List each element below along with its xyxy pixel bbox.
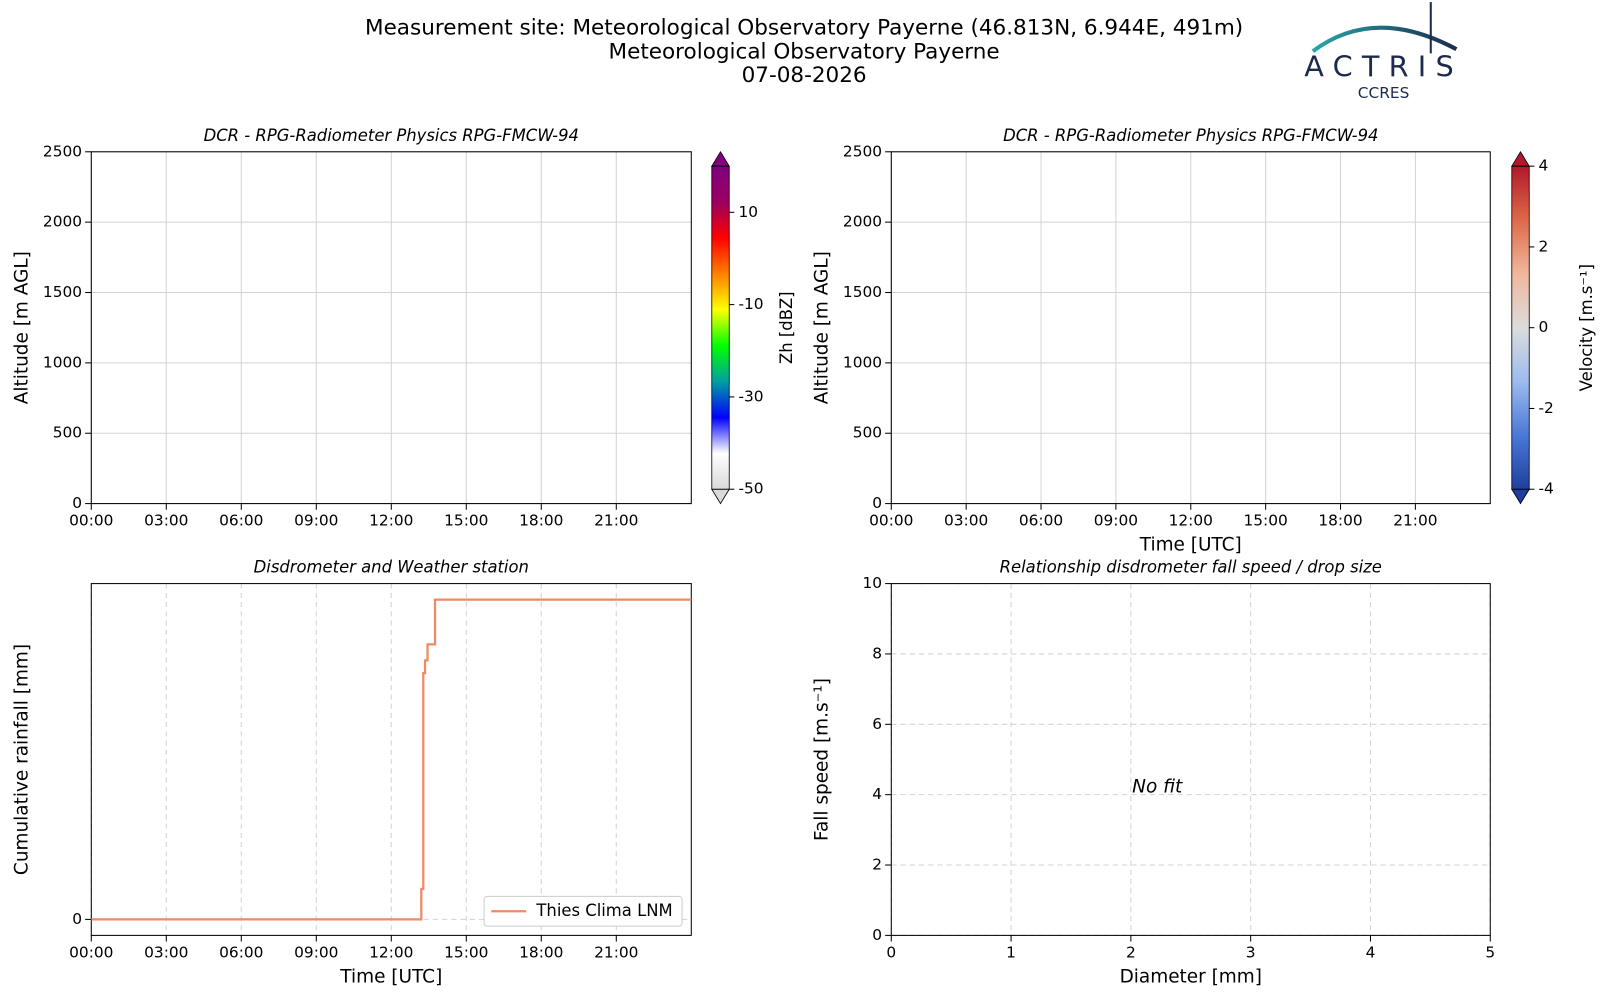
x-tick-label: 2 bbox=[1126, 943, 1136, 961]
x-tick-label: 06:00 bbox=[219, 943, 263, 961]
legend-label: Thies Clima LNM bbox=[535, 901, 672, 920]
colorbar-tick-label: 0 bbox=[1538, 318, 1548, 336]
x-tick-label: 18:00 bbox=[519, 512, 563, 530]
x-tick-label: 15:00 bbox=[444, 943, 488, 961]
y-tick-label: 2000 bbox=[43, 213, 82, 231]
y-tick-label: 8 bbox=[872, 644, 882, 662]
logo-name: ACTRIS bbox=[1304, 50, 1463, 84]
legend-box bbox=[483, 895, 683, 927]
y-tick-label: 2500 bbox=[43, 142, 82, 160]
y-tick-label: 0 bbox=[872, 926, 882, 944]
colorbar-tick-label: -10 bbox=[738, 295, 763, 313]
y-tick-label: 2500 bbox=[843, 142, 882, 160]
x-tick-label: 1 bbox=[1006, 943, 1016, 961]
x-axis-label: Time [UTC] bbox=[1139, 535, 1242, 556]
x-tick-label: 0 bbox=[886, 943, 896, 961]
panel: 0 1 2 3 4 5 0 2 4 6 8 10 Relationship disdrometer fa… bbox=[812, 558, 1496, 988]
y-tick-label: 1000 bbox=[843, 353, 882, 371]
colorbar-tick-label: -4 bbox=[1538, 480, 1553, 498]
panel: 00:00 03:00 06:00 09:00 12:00 15:00 18:00 21:00… bbox=[12, 126, 797, 530]
colorbar-tick-label: 10 bbox=[738, 203, 758, 221]
x-axis-label: Time [UTC] bbox=[339, 966, 442, 987]
y-axis-label: Altitude [m AGL] bbox=[12, 251, 33, 404]
colorbar-extend bbox=[1511, 488, 1530, 505]
x-tick-label: 4 bbox=[1366, 943, 1376, 961]
plot-frame bbox=[890, 151, 1491, 505]
figure-subtitle: Meteorological Observatory Payerne bbox=[609, 39, 1000, 64]
plot-frame bbox=[890, 583, 1491, 936]
x-tick-label: 00:00 bbox=[69, 512, 113, 530]
x-tick-label: 15:00 bbox=[444, 512, 488, 530]
y-axis-label: Cumulative rainfall [mm] bbox=[12, 644, 33, 875]
figure-date: 07-08-2026 bbox=[742, 63, 867, 88]
colorbar-extend bbox=[1511, 151, 1530, 167]
x-tick-label: 3 bbox=[1246, 943, 1256, 961]
colorbar bbox=[711, 166, 730, 490]
y-tick-label: 500 bbox=[853, 424, 882, 442]
y-tick-label: 1000 bbox=[43, 353, 82, 371]
colorbar-tick-label: -2 bbox=[1538, 399, 1553, 417]
plot-frame bbox=[90, 583, 692, 936]
panel-title: Disdrometer and Weather station bbox=[254, 558, 529, 577]
panel: 00:00 03:00 06:00 09:00 12:00 15:00 18:00 21:00… bbox=[12, 558, 692, 987]
x-tick-label: 03:00 bbox=[144, 943, 188, 961]
y-tick-label: 1500 bbox=[843, 283, 882, 301]
colorbar-tick-label: -30 bbox=[738, 387, 763, 405]
y-tick-label: 1500 bbox=[43, 283, 82, 301]
panel: 00:00 03:00 06:00 09:00 12:00 15:00 18:00 21:00… bbox=[812, 126, 1597, 556]
panel-title: Relationship disdrometer fall speed / dr… bbox=[1000, 558, 1382, 577]
x-tick-label: 15:00 bbox=[1243, 512, 1287, 530]
x-tick-label: 12:00 bbox=[369, 512, 413, 530]
x-tick-label: 21:00 bbox=[1393, 512, 1437, 530]
colorbar-tick-label: 2 bbox=[1538, 237, 1548, 255]
logo-sub: CCRES bbox=[1358, 84, 1410, 102]
y-axis-label: Altitude [m AGL] bbox=[812, 251, 833, 404]
x-tick-label: 06:00 bbox=[219, 512, 263, 530]
x-tick-label: 12:00 bbox=[1169, 512, 1213, 530]
x-tick-label: 00:00 bbox=[869, 512, 913, 530]
x-tick-label: 06:00 bbox=[1019, 512, 1063, 530]
colorbar-extend bbox=[711, 151, 730, 167]
x-tick-label: 21:00 bbox=[594, 512, 638, 530]
colorbar-label: Zh [dBZ] bbox=[777, 291, 796, 364]
y-tick-label: 0 bbox=[72, 494, 82, 512]
y-tick-label: 4 bbox=[872, 785, 882, 803]
y-tick-label: 0 bbox=[72, 910, 82, 928]
panel-title: DCR - RPG-Radiometer Physics RPG-FMCW-94 bbox=[1003, 126, 1378, 145]
figure-title: Measurement site: Meteorological Observa… bbox=[365, 16, 1243, 41]
colorbar-extend bbox=[711, 488, 730, 505]
x-tick-label: 00:00 bbox=[69, 943, 113, 961]
y-tick-label: 2000 bbox=[843, 213, 882, 231]
x-axis-label: Diameter [mm] bbox=[1120, 966, 1262, 987]
x-tick-label: 09:00 bbox=[294, 512, 338, 530]
colorbar bbox=[1511, 166, 1530, 490]
panel-title: DCR - RPG-Radiometer Physics RPG-FMCW-94 bbox=[204, 126, 579, 145]
data-line bbox=[91, 598, 692, 921]
x-tick-label: 18:00 bbox=[1318, 512, 1362, 530]
x-tick-label: 09:00 bbox=[294, 943, 338, 961]
y-tick-label: 6 bbox=[872, 715, 882, 733]
x-tick-label: 18:00 bbox=[519, 943, 563, 961]
colorbar-tick-label: -50 bbox=[738, 480, 763, 498]
x-tick-label: 03:00 bbox=[944, 512, 988, 530]
y-tick-label: 0 bbox=[872, 494, 882, 512]
annotation: No fit bbox=[1132, 777, 1183, 798]
colorbar-label: Velocity [m.s⁻¹] bbox=[1577, 264, 1596, 391]
y-tick-label: 500 bbox=[53, 424, 82, 442]
y-tick-label: 2 bbox=[872, 856, 882, 874]
x-tick-label: 12:00 bbox=[369, 943, 413, 961]
x-tick-label: 03:00 bbox=[144, 512, 188, 530]
colorbar-frame bbox=[711, 165, 730, 490]
plot-frame bbox=[90, 151, 692, 505]
x-tick-label: 5 bbox=[1485, 943, 1495, 961]
logo: ACTRIS CCRES bbox=[1304, 2, 1463, 102]
logo-arc bbox=[1311, 25, 1458, 53]
y-tick-label: 10 bbox=[862, 574, 882, 592]
y-axis-label: Fall speed [m.s⁻¹] bbox=[812, 678, 833, 841]
x-tick-label: 09:00 bbox=[1094, 512, 1138, 530]
colorbar-tick-label: 4 bbox=[1538, 157, 1548, 175]
x-tick-label: 21:00 bbox=[594, 943, 638, 961]
